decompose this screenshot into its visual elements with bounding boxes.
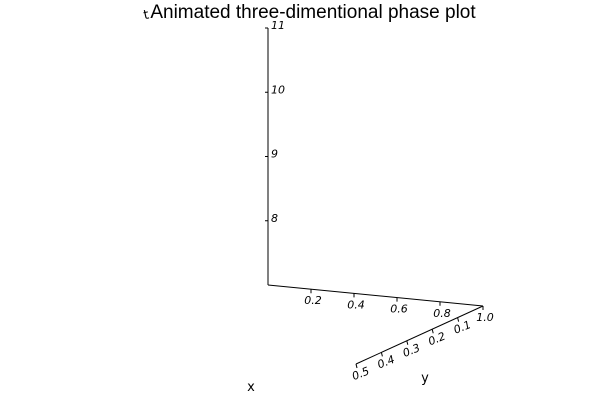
- x-tick-label: 1.0: [476, 311, 494, 324]
- y-tick-mark: [457, 317, 460, 322]
- y-tick-label: 0.1: [452, 318, 473, 337]
- y-axis-line: [355, 305, 484, 365]
- x-tick-label: 0.2: [304, 294, 322, 307]
- x-tick-label: 0.6: [390, 303, 408, 316]
- y-tick-mark: [406, 340, 409, 345]
- y-tick-label: 0.2: [426, 330, 447, 349]
- y-tick-mark: [355, 363, 358, 369]
- x-axis-title: x: [247, 380, 255, 395]
- z-tick-label: 8: [271, 212, 278, 225]
- y-tick-mark: [380, 352, 383, 357]
- chart-title: Animated three-dimentional phase plot: [150, 2, 476, 23]
- z-tick-label: 9: [271, 148, 278, 161]
- y-tick-label: 0.3: [401, 341, 422, 360]
- y-tick-mark: [431, 329, 434, 334]
- y-tick-label: 0.5: [350, 364, 371, 383]
- z-axis-title: t: [142, 8, 150, 24]
- z-tick-label: 11: [271, 19, 285, 32]
- x-tick-label: 0.4: [347, 298, 365, 311]
- y-axis-title: y: [421, 371, 429, 386]
- x-axis-line: [267, 284, 484, 307]
- z-tick-label: 10: [271, 83, 285, 96]
- y-tick-label: 0.4: [376, 353, 397, 372]
- x-tick-label: 0.8: [433, 307, 451, 320]
